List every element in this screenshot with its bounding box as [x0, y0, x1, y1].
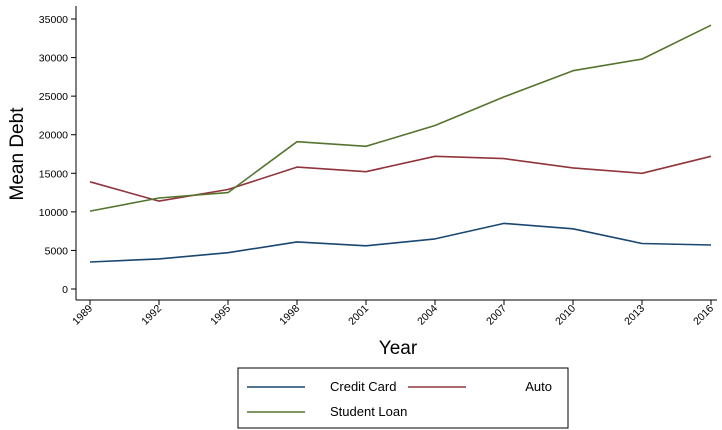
series-line-auto	[89, 155, 712, 202]
y-tick-label: 10000	[39, 207, 68, 219]
series-lines	[89, 24, 712, 263]
legend-label-auto: Auto	[525, 379, 552, 394]
y-tick-label: 35000	[39, 14, 68, 26]
y-tick-label: 0	[62, 284, 68, 296]
legend-label-credit-card: Credit Card	[330, 379, 396, 394]
series-line-student-loan	[89, 24, 712, 212]
x-tick-label: 1989	[70, 303, 95, 328]
x-tick-label: 2013	[622, 303, 647, 328]
x-tick-label: 2010	[553, 303, 578, 328]
x-tick-label: 2004	[415, 303, 440, 328]
y-tick-label: 25000	[39, 91, 68, 103]
legend-label-student-loan: Student Loan	[330, 404, 407, 419]
y-axis: 0 5000 10000 15000 20000 25000 30000 35000	[39, 6, 77, 300]
legend-box	[237, 367, 569, 429]
y-tick-label: 30000	[39, 53, 68, 65]
y-tick-label: 20000	[39, 130, 68, 142]
x-tick-label: 2001	[346, 303, 371, 328]
x-tick-label: 1998	[277, 303, 302, 328]
x-tick-label: 2016	[691, 303, 716, 328]
x-axis: 1989 1992 1995 1998 2001 2004 2007 2010 2013 2016	[70, 299, 717, 328]
y-tick-label: 5000	[45, 245, 69, 257]
y-axis-title: Mean Debt	[7, 107, 28, 201]
x-axis-title: Year	[379, 338, 418, 359]
y-tick-label: 15000	[39, 168, 68, 180]
series-line-credit-card	[89, 222, 712, 263]
x-tick-label: 2007	[484, 303, 509, 328]
x-tick-label: 1995	[208, 303, 233, 328]
legend: Credit Card Auto Student Loan	[237, 367, 569, 429]
x-tick-label: 1992	[139, 303, 164, 328]
